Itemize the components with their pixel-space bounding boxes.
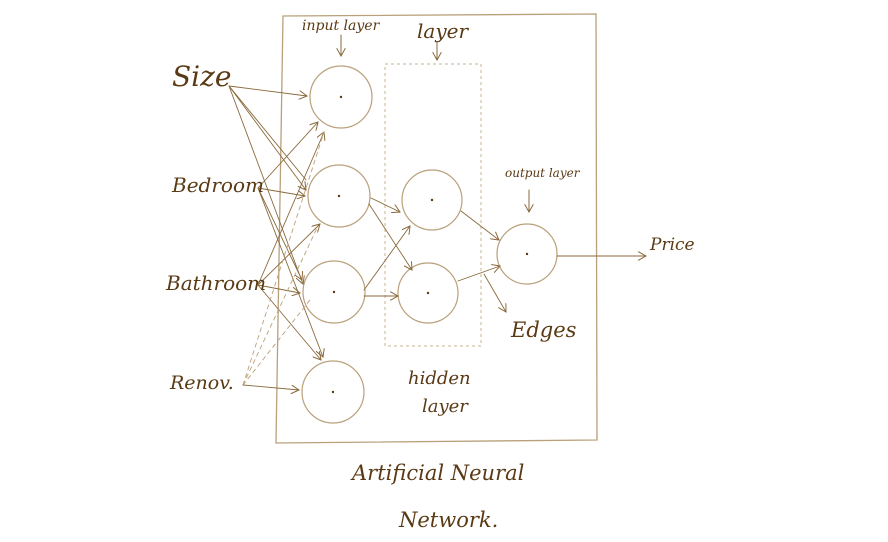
output-node [496,223,558,285]
output-layer-label: output layer [505,166,581,180]
input-layer-label: input layer [302,18,381,34]
hidden-output-edges [457,210,500,282]
hidden-layer-label-line1: hidden [408,368,471,389]
feature-edges [228,85,324,390]
hidden-layer-top-label: layer [417,19,469,43]
input-node-1 [309,65,373,129]
feature-label-bedroom: Bedroom [171,173,264,197]
input-nodes [301,65,373,424]
price-label: Price [649,235,695,255]
input-node-4 [301,360,365,424]
input-hidden-edges [363,197,412,296]
feature-label-bathroom: Bathroom [165,271,266,295]
diagram-title-line2: Network. [398,508,498,532]
network-frame [275,13,598,444]
edges-pointer [483,273,506,312]
hidden-node-1 [401,169,463,231]
hidden-layer-label-line2: layer [422,396,469,417]
feature-label-renov: Renov. [169,372,234,394]
diagram-title-line1: Artificial Neural [350,461,524,485]
input-node-3 [302,260,366,324]
edges-label: Edges [510,318,577,342]
hidden-nodes [397,169,463,324]
input-node-2 [307,164,371,228]
layer-pointers [341,34,529,212]
feature-label-size: Size [172,60,231,93]
